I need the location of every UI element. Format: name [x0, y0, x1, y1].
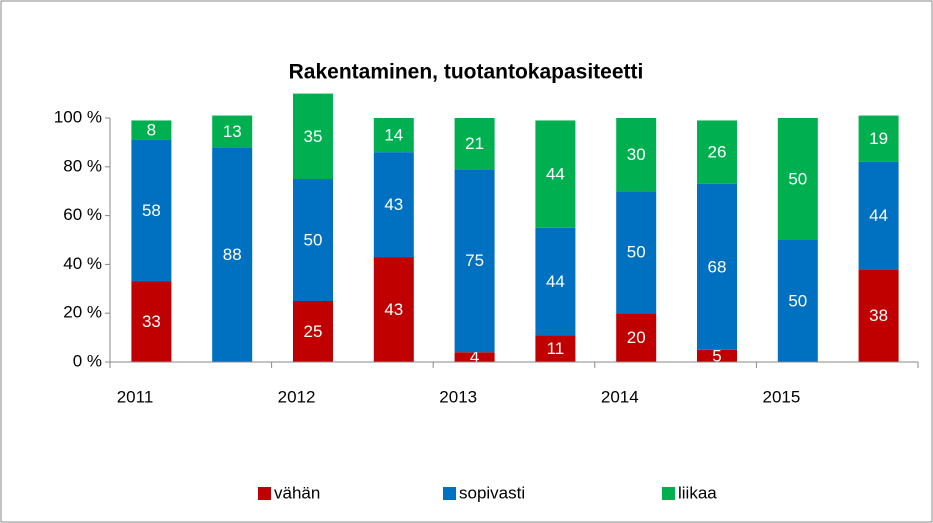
data-label: 26	[708, 143, 727, 162]
bar-segment	[212, 115, 253, 148]
legend-label: liikaa	[678, 483, 717, 502]
data-label: 68	[708, 257, 727, 276]
y-tick-label: 80 %	[63, 156, 102, 175]
data-label: 44	[869, 206, 888, 225]
bar-segment	[373, 257, 414, 362]
bar-segment	[373, 118, 414, 153]
bar-segment	[535, 120, 576, 228]
data-label: 88	[223, 245, 242, 264]
bar-segment	[293, 301, 333, 362]
legend-swatch	[258, 487, 271, 500]
legend-label: vähän	[274, 483, 320, 502]
data-label: 43	[384, 300, 403, 319]
data-label: 11	[547, 339, 565, 358]
bar-segment	[697, 120, 737, 184]
chart-title: Rakentaminen, tuotantokapasiteetti	[289, 61, 644, 84]
bar-segment	[454, 118, 495, 170]
data-label: 8	[147, 121, 156, 140]
bar-segment	[858, 269, 899, 362]
data-label: 50	[304, 230, 323, 249]
data-label: 58	[142, 201, 161, 220]
bar-segment	[777, 118, 818, 240]
bar-segment	[616, 313, 657, 362]
x-tick-label: 2012	[278, 387, 316, 406]
data-label: 50	[788, 291, 807, 310]
data-label: 4	[470, 348, 479, 367]
bar-segment	[697, 183, 737, 350]
bar-segment	[131, 120, 172, 140]
bar-segment	[697, 349, 737, 362]
data-label: 50	[627, 243, 646, 262]
bar-segment	[616, 118, 657, 192]
data-label: 43	[384, 195, 403, 214]
data-label: 35	[304, 127, 323, 146]
data-label: 5	[712, 346, 721, 365]
bar-segment	[535, 227, 576, 336]
x-tick-label: 2011	[117, 387, 154, 406]
data-label: 25	[304, 322, 323, 341]
data-label: 33	[142, 312, 161, 331]
y-tick-label: 40 %	[63, 254, 102, 273]
data-label: 14	[384, 126, 403, 145]
bar-segment	[293, 179, 333, 301]
legend-label: sopivasti	[459, 483, 525, 502]
x-tick-label: 2014	[601, 387, 639, 406]
bar-segment	[858, 115, 899, 162]
legend-swatch	[662, 487, 675, 500]
data-label: 38	[869, 306, 888, 325]
bar-segment	[616, 191, 657, 314]
y-tick-label: 60 %	[63, 205, 102, 224]
x-tick-label: 2013	[439, 387, 477, 406]
data-label: 21	[465, 134, 484, 153]
bar-segment	[131, 281, 172, 362]
data-label: 44	[546, 165, 565, 184]
bar-segment	[454, 169, 495, 353]
bar-segment	[293, 93, 333, 179]
bar-segment	[535, 335, 576, 362]
bar-segment	[777, 240, 818, 362]
data-label: 75	[465, 251, 484, 270]
data-label: 13	[223, 122, 242, 141]
legend-swatch	[443, 487, 456, 500]
x-tick-label: 2015	[762, 387, 800, 406]
bar-segment	[454, 352, 495, 362]
data-label: 44	[546, 272, 565, 291]
bar-segment	[858, 161, 899, 270]
y-tick-label: 20 %	[63, 303, 102, 322]
data-label: 19	[869, 129, 888, 148]
bar-segment	[373, 152, 414, 258]
data-label: 30	[627, 145, 646, 164]
bar-segment	[212, 147, 253, 362]
y-tick-label: 100 %	[54, 107, 102, 126]
data-label: 20	[627, 328, 646, 347]
y-tick-label: 0 %	[73, 351, 102, 370]
bar-segment	[131, 139, 172, 282]
data-label: 50	[788, 169, 807, 188]
